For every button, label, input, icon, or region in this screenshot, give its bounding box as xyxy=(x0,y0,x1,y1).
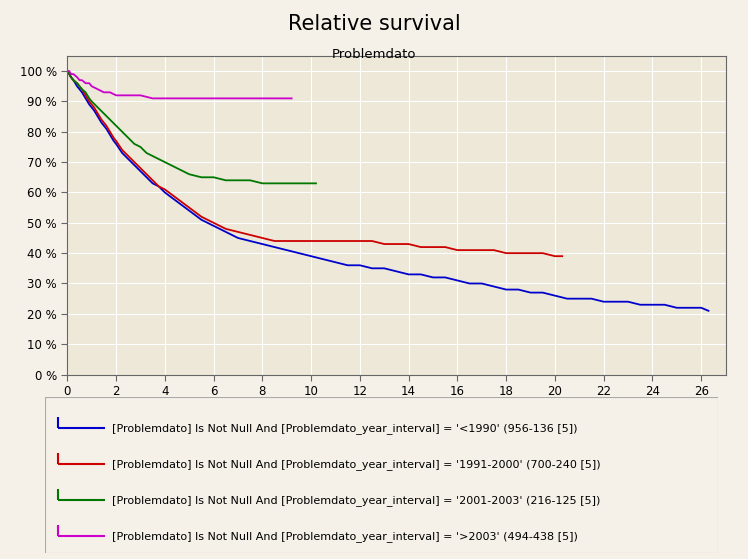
FancyBboxPatch shape xyxy=(45,397,718,553)
Text: [Problemdato] Is Not Null And [Problemdato_year_interval] = '2001-2003' (216-125: [Problemdato] Is Not Null And [Problemda… xyxy=(112,495,601,506)
Text: [Problemdato] Is Not Null And [Problemdato_year_interval] = '<1990' (956-136 [5]: [Problemdato] Is Not Null And [Problemda… xyxy=(112,423,577,434)
Text: [Problemdato] Is Not Null And [Problemdato_year_interval] = '>2003' (494-438 [5]: [Problemdato] Is Not Null And [Problemda… xyxy=(112,530,578,542)
Text: Problemdato: Problemdato xyxy=(332,48,416,60)
Text: Relative survival: Relative survival xyxy=(288,14,460,34)
X-axis label: Years: Years xyxy=(376,404,417,419)
Text: [Problemdato] Is Not Null And [Problemdato_year_interval] = '1991-2000' (700-240: [Problemdato] Is Not Null And [Problemda… xyxy=(112,459,601,470)
